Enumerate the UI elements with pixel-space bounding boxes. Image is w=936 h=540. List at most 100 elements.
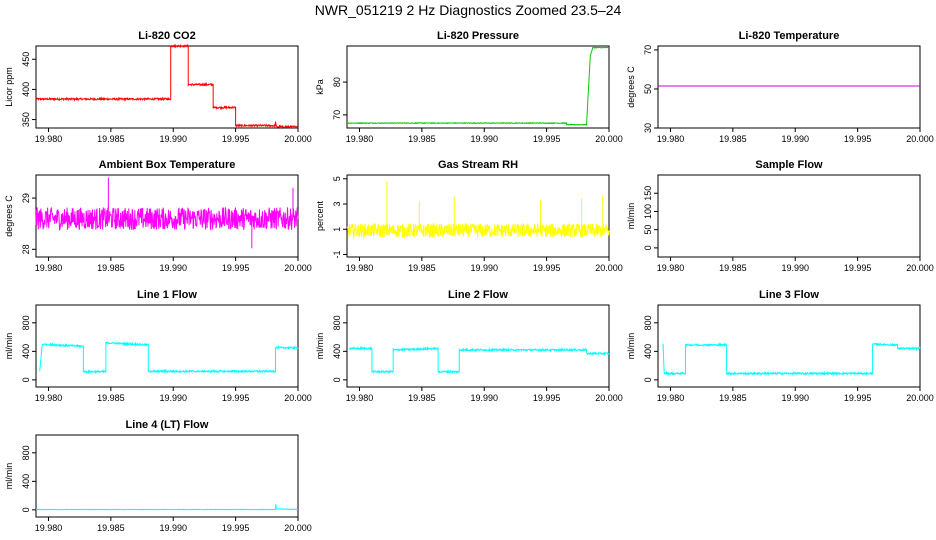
- series-line-line3: [662, 342, 921, 377]
- x-tick-label: 19.985: [719, 393, 747, 403]
- y-tick-label: 450: [21, 52, 31, 67]
- series-line-box_temp: [35, 207, 299, 231]
- x-tick-label: 19.995: [533, 263, 561, 273]
- y-axis-label: degrees C: [626, 66, 636, 108]
- x-tick-label: 20.000: [284, 263, 312, 273]
- x-tick-label: 19.995: [533, 393, 561, 403]
- chart-title-pressure: Li-820 Pressure: [437, 30, 519, 42]
- chart-title-sample_flow: Sample Flow: [755, 159, 823, 171]
- x-tick-label: 20.000: [906, 134, 934, 144]
- chart-title-line2: Line 2 Flow: [448, 289, 508, 301]
- chart-line4: 19.980 19.985 19.990 19.995 20.000 0 400 800 ml/…: [4, 434, 312, 533]
- x-tick-label: 20.000: [595, 393, 623, 403]
- x-tick-label: 19.985: [97, 523, 125, 533]
- chart-title-line3: Line 3 Flow: [759, 289, 819, 301]
- x-tick-label: 19.990: [470, 134, 498, 144]
- y-tick-label: 350: [21, 112, 31, 127]
- x-tick-label: 19.985: [408, 263, 436, 273]
- x-tick-label: 19.990: [470, 393, 498, 403]
- x-tick-label: 19.985: [408, 134, 436, 144]
- y-tick-label: 80: [332, 77, 342, 87]
- x-tick-label: 19.995: [222, 523, 250, 533]
- x-tick-label: 19.995: [844, 263, 872, 273]
- x-tick-label: 19.995: [222, 393, 250, 403]
- chart-line3: 19.980 19.985 19.990 19.995 20.000 0 400 800 ml/…: [626, 304, 934, 403]
- y-tick-label: 3: [332, 202, 342, 207]
- y-tick-label: 28: [21, 244, 31, 254]
- chart-title-line4: Line 4 (LT) Flow: [125, 419, 209, 431]
- y-tick-label: 50: [643, 84, 653, 94]
- x-tick-label: 19.985: [719, 263, 747, 273]
- chart-box_temp: 19.980 19.985 19.990 19.995 20.000 28 29 degree…: [4, 174, 312, 273]
- y-tick-label: 30: [643, 123, 653, 133]
- y-tick-label: -1: [332, 250, 342, 258]
- x-tick-label: 19.990: [159, 134, 187, 144]
- y-tick-label: 100: [643, 204, 653, 219]
- x-tick-label: 20.000: [595, 134, 623, 144]
- chart-sample_flow: 19.980 19.985 19.990 19.995 20.000 0 50 100 150 m…: [626, 174, 934, 273]
- x-tick-label: 19.985: [719, 134, 747, 144]
- y-axis-label: ml/min: [4, 333, 14, 360]
- y-axis-label: ml/min: [4, 463, 14, 490]
- series-line-rh: [346, 222, 610, 240]
- x-tick-label: 20.000: [906, 263, 934, 273]
- plot-frame: [35, 45, 299, 129]
- x-tick-label: 19.990: [781, 263, 809, 273]
- plot-frame: [657, 304, 921, 388]
- x-tick-label: 19.980: [346, 263, 374, 273]
- x-tick-label: 19.995: [533, 134, 561, 144]
- y-axis-label: percent: [315, 200, 325, 231]
- x-tick-label: 19.985: [408, 393, 436, 403]
- y-axis-label: ml/min: [626, 203, 636, 230]
- chart-line1: 19.980 19.985 19.990 19.995 20.000 0 400 800 ml/…: [4, 304, 312, 403]
- x-tick-label: 19.985: [97, 134, 125, 144]
- x-tick-label: 19.990: [781, 393, 809, 403]
- y-tick-label: 400: [643, 344, 653, 359]
- chart-co2: 19.980 19.985 19.990 19.995 20.000 350 400 450 L…: [4, 43, 312, 144]
- plot-frame: [35, 434, 299, 518]
- y-tick-label: 800: [643, 315, 653, 330]
- y-tick-label: 400: [21, 474, 31, 489]
- y-tick-label: 800: [21, 315, 31, 330]
- y-tick-label: 50: [643, 225, 653, 235]
- y-tick-label: 0: [332, 377, 342, 382]
- y-tick-label: 70: [643, 45, 653, 55]
- series-line-line4: [35, 504, 299, 511]
- chart-licor_temp: 19.980 19.985 19.990 19.995 20.000 30 50 70 degr…: [626, 45, 934, 144]
- y-axis-label: ml/min: [315, 333, 325, 360]
- y-tick-label: 400: [21, 82, 31, 97]
- x-tick-label: 19.980: [346, 393, 374, 403]
- x-tick-label: 19.980: [657, 263, 685, 273]
- y-tick-label: 800: [332, 315, 342, 330]
- series-line-line2: [349, 346, 610, 375]
- chart-line2: 19.980 19.985 19.990 19.995 20.000 0 400 800 ml/…: [315, 304, 623, 403]
- x-tick-label: 19.990: [159, 263, 187, 273]
- y-tick-label: 150: [643, 186, 653, 201]
- x-tick-label: 19.980: [35, 134, 63, 144]
- y-axis-label: ml/min: [626, 333, 636, 360]
- y-tick-label: 0: [643, 245, 653, 250]
- y-tick-label: 400: [332, 344, 342, 359]
- x-tick-label: 20.000: [906, 393, 934, 403]
- x-tick-label: 19.995: [222, 263, 250, 273]
- chart-title-licor_temp: Li-820 Temperature: [738, 30, 840, 42]
- x-tick-label: 20.000: [284, 134, 312, 144]
- x-tick-label: 19.995: [222, 134, 250, 144]
- y-tick-label: 0: [21, 377, 31, 382]
- plot-frame: [346, 174, 610, 258]
- x-tick-label: 19.995: [844, 393, 872, 403]
- x-tick-label: 20.000: [284, 393, 312, 403]
- y-axis-label: degrees C: [4, 195, 14, 237]
- y-tick-label: 0: [643, 377, 653, 382]
- y-tick-label: 29: [21, 193, 31, 203]
- x-tick-label: 19.980: [35, 393, 63, 403]
- figure-title: NWR_051219 2 Hz Diagnostics Zoomed 23.5–…: [314, 2, 622, 18]
- series-line-co2: [35, 43, 299, 130]
- x-tick-label: 20.000: [595, 263, 623, 273]
- chart-title-box_temp: Ambient Box Temperature: [98, 159, 236, 171]
- x-tick-label: 19.980: [35, 263, 63, 273]
- plot-frame: [657, 174, 921, 258]
- x-tick-label: 19.980: [346, 134, 374, 144]
- y-tick-label: 0: [21, 507, 31, 512]
